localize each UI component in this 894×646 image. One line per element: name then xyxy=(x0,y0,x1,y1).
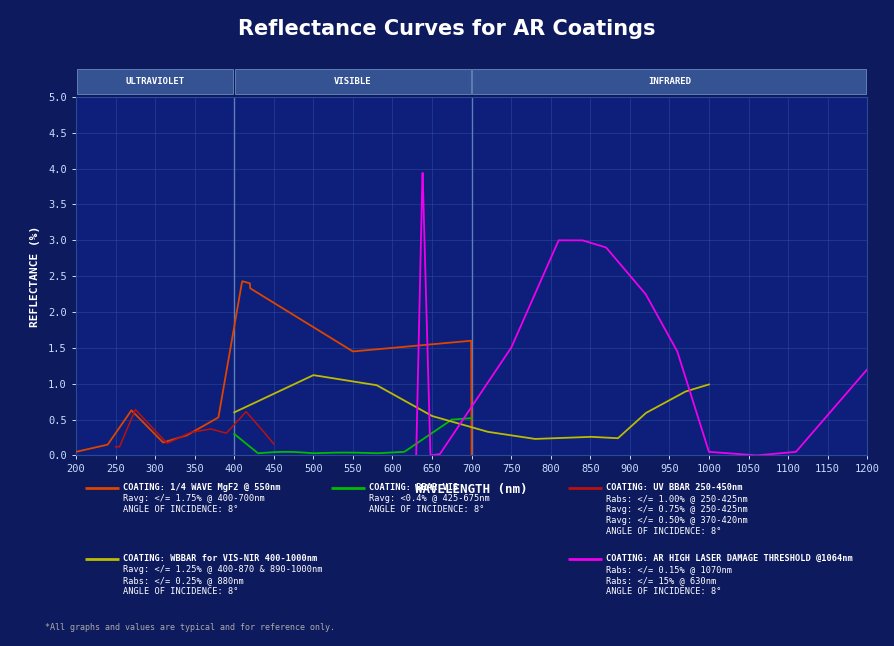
Text: *All graphs and values are typical and for reference only.: *All graphs and values are typical and f… xyxy=(45,623,334,632)
Text: ANGLE OF INCIDENCE: 8°: ANGLE OF INCIDENCE: 8° xyxy=(369,505,485,514)
Text: Ravg: </= 0.50% @ 370-420nm: Ravg: </= 0.50% @ 370-420nm xyxy=(606,516,748,525)
Text: Rabs: </= 0.25% @ 880nm: Rabs: </= 0.25% @ 880nm xyxy=(123,576,244,585)
Text: ANGLE OF INCIDENCE: 8°: ANGLE OF INCIDENCE: 8° xyxy=(123,505,239,514)
Text: ULTRAVIOLET: ULTRAVIOLET xyxy=(125,77,185,86)
Text: Ravg: </= 0.75% @ 250-425nm: Ravg: </= 0.75% @ 250-425nm xyxy=(606,505,748,514)
Text: VISIBLE: VISIBLE xyxy=(334,77,372,86)
Text: INFRARED: INFRARED xyxy=(648,77,691,86)
Text: Rabs: </= 0.15% @ 1070nm: Rabs: </= 0.15% @ 1070nm xyxy=(606,565,732,574)
Text: COATING: WBBAR for VIS-NIR 400-1000nm: COATING: WBBAR for VIS-NIR 400-1000nm xyxy=(123,554,317,563)
Text: Rabs: </= 15% @ 630nm: Rabs: </= 15% @ 630nm xyxy=(606,576,716,585)
Text: ANGLE OF INCIDENCE: 8°: ANGLE OF INCIDENCE: 8° xyxy=(606,527,721,536)
Text: Ravg: </= 1.75% @ 400-700nm: Ravg: </= 1.75% @ 400-700nm xyxy=(123,494,266,503)
Text: COATING: 1/4 WAVE MgF2 @ 550nm: COATING: 1/4 WAVE MgF2 @ 550nm xyxy=(123,483,281,492)
X-axis label: WAVELENGTH (nm): WAVELENGTH (nm) xyxy=(416,483,527,495)
Y-axis label: REFLECTANCE (%): REFLECTANCE (%) xyxy=(30,225,40,327)
Text: COATING: BBAR VIS: COATING: BBAR VIS xyxy=(369,483,459,492)
Text: ANGLE OF INCIDENCE: 8°: ANGLE OF INCIDENCE: 8° xyxy=(123,587,239,596)
Text: Rabs: </= 1.00% @ 250-425nm: Rabs: </= 1.00% @ 250-425nm xyxy=(606,494,748,503)
Text: Ravg: </= 1.25% @ 400-870 & 890-1000nm: Ravg: </= 1.25% @ 400-870 & 890-1000nm xyxy=(123,565,323,574)
Text: COATING: AR HIGH LASER DAMAGE THRESHOLD @1064nm: COATING: AR HIGH LASER DAMAGE THRESHOLD … xyxy=(606,554,853,563)
Text: Ravg: <0.4% @ 425-675nm: Ravg: <0.4% @ 425-675nm xyxy=(369,494,490,503)
Text: Reflectance Curves for AR Coatings: Reflectance Curves for AR Coatings xyxy=(238,19,656,39)
Text: COATING: UV BBAR 250-450nm: COATING: UV BBAR 250-450nm xyxy=(606,483,743,492)
Text: ANGLE OF INCIDENCE: 8°: ANGLE OF INCIDENCE: 8° xyxy=(606,587,721,596)
